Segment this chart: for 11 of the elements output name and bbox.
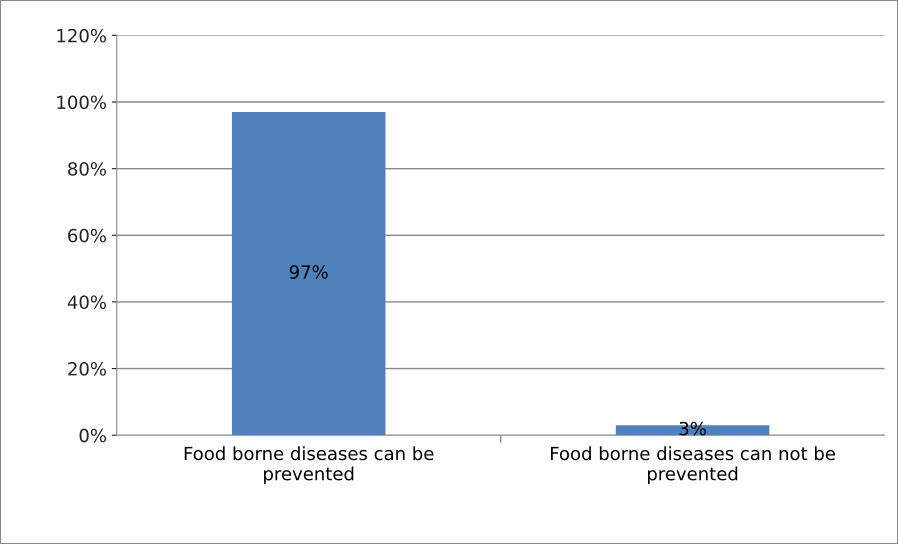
data-label: 3%	[680, 422, 706, 436]
y-tick-label: 120%	[57, 28, 106, 42]
data-label: 97%	[290, 265, 328, 279]
y-tick-label: 0%	[80, 428, 106, 442]
x-tick-label: Food borne diseases can not be prevented	[551, 446, 835, 484]
y-tick-label: 100%	[57, 95, 106, 110]
y-tick-label: 40%	[68, 295, 106, 310]
y-tick-label: 20%	[68, 362, 106, 376]
y-tick-label: 80%	[68, 162, 106, 176]
x-tick-label: Food borne diseases can be prevented	[184, 446, 434, 484]
y-tick-label: 60%	[68, 228, 106, 242]
